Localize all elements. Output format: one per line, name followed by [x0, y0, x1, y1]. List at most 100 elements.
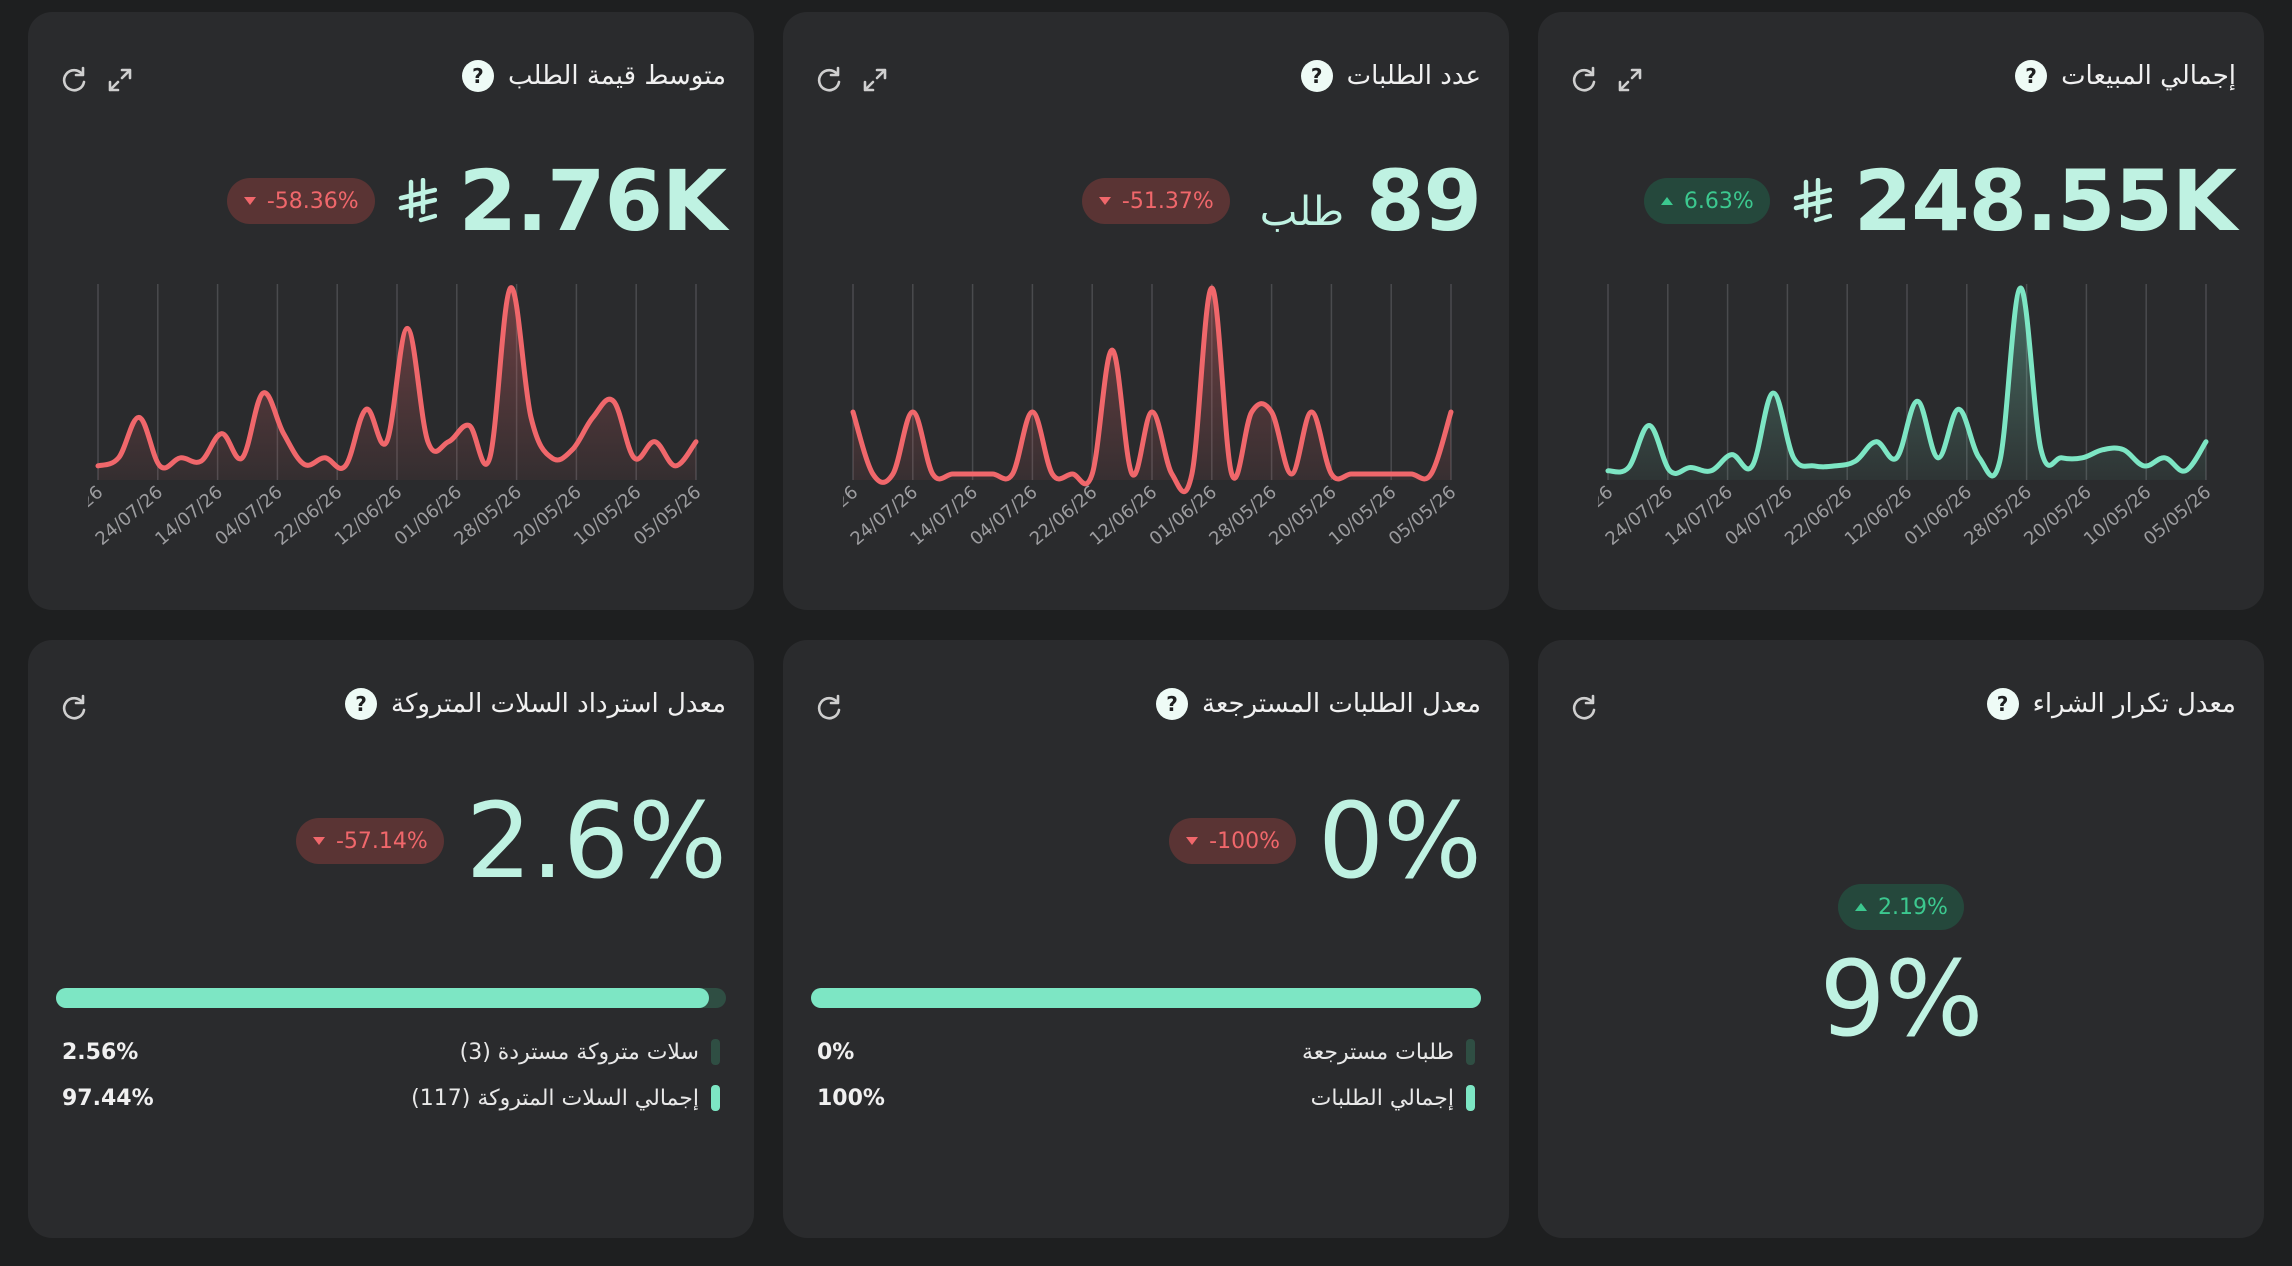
series-line: [95, 285, 699, 471]
caret-up-icon: [1660, 197, 1673, 205]
caret-down-icon: [312, 837, 325, 845]
progress-fill: [811, 988, 1481, 1008]
change-badge: -51.37%: [1081, 178, 1230, 224]
metric-row: 2.76K -58.36%: [226, 152, 727, 250]
x-tick-label: 05/05/26: [630, 482, 705, 550]
legend-row: 97.44% إجمالي السلات المتروكة (117): [62, 1081, 720, 1115]
change-value: 2.19%: [1878, 894, 1948, 920]
card-abandoned-carts: معدل استرداد السلات المتروكة ? 2.6% -57.…: [28, 640, 754, 1238]
change-badge: 6.63%: [1643, 178, 1770, 224]
card-returned-orders: معدل الطلبات المسترجعة ? 0% -100% 0% طلب…: [783, 640, 1509, 1238]
legend-label: إجمالي الطلبات: [1310, 1085, 1454, 1111]
metric-center: 2.19% 9%: [1538, 884, 2264, 1060]
card-header: معدل الطلبات المسترجعة ?: [1156, 688, 1481, 720]
progress-fill: [56, 988, 709, 1008]
legend-label: إجمالي السلات المتروكة (117): [411, 1085, 699, 1111]
change-value: -100%: [1209, 828, 1280, 854]
refresh-icon[interactable]: [58, 64, 90, 96]
caret-down-icon: [1186, 837, 1199, 845]
card-orders-count: عدد الطلبات ? 89 طلب -51.37% 30/07/26 24/…: [783, 12, 1509, 610]
metric-value: 248.55K: [1853, 152, 2237, 250]
card-header: معدل تكرار الشراء ?: [1986, 688, 2236, 720]
legend-percent: 97.44%: [62, 1085, 154, 1111]
card-total-sales: إجمالي المبيعات ? 248.55K 6.63% 30/07/26…: [1538, 12, 2264, 610]
card-tools: [1568, 692, 1600, 724]
legend-percent: 0%: [817, 1039, 855, 1065]
x-tick-label: 05/05/26: [1385, 482, 1460, 550]
change-badge: -57.14%: [295, 818, 444, 864]
legend-swatch: [1466, 1085, 1475, 1111]
change-badge: -100%: [1169, 818, 1296, 864]
help-icon[interactable]: ?: [461, 60, 494, 92]
orders-count-chart: 30/07/2624/07/2614/07/2604/07/2622/06/26…: [843, 284, 1460, 550]
refresh-icon[interactable]: [1568, 692, 1600, 724]
metric-unit: طلب: [1259, 189, 1345, 235]
total-sales-chart: 30/07/2624/07/2614/07/2604/07/2622/06/26…: [1598, 284, 2215, 550]
card-tools: [58, 64, 136, 96]
metric-value: 0%: [1318, 780, 1482, 902]
legend-swatch: [711, 1085, 720, 1111]
card-title: معدل الطلبات المسترجعة: [1202, 689, 1481, 719]
caret-down-icon: [243, 197, 256, 205]
avg-order-value-chart: 30/07/2624/07/2614/07/2604/07/2622/06/26…: [88, 284, 705, 550]
progress-bar: [56, 988, 726, 1008]
series-area: [853, 288, 1451, 492]
metric-value: 2.6%: [465, 780, 727, 902]
card-tools: [813, 692, 845, 724]
legend-swatch: [1466, 1039, 1475, 1065]
refresh-icon[interactable]: [813, 692, 845, 724]
progress-bar: [811, 988, 1481, 1008]
legend-percent: 100%: [817, 1085, 885, 1111]
legend-row: 0% طلبات مسترجعة: [817, 1035, 1475, 1069]
card-avg-order-value: متوسط قيمة الطلب ? 2.76K -58.36% 30/07/2…: [28, 12, 754, 610]
series-line: [850, 285, 1454, 494]
metric-value: 9%: [1819, 938, 1984, 1060]
legend-row: 2.56% سلات متروكة مستردة (3): [62, 1035, 720, 1069]
card-header: إجمالي المبيعات ?: [2015, 60, 2236, 92]
x-tick-label: 05/05/26: [2140, 482, 2215, 550]
metric-value: 2.76K: [458, 152, 727, 250]
card-header: عدد الطلبات ?: [1300, 60, 1481, 92]
metric-row: 89 طلب -51.37%: [1081, 152, 1482, 250]
card-title: عدد الطلبات: [1346, 61, 1481, 91]
change-value: -58.36%: [266, 188, 359, 214]
expand-icon[interactable]: [104, 64, 136, 96]
metric-value: 89: [1366, 152, 1482, 250]
change-badge: -58.36%: [226, 178, 375, 224]
help-icon[interactable]: ?: [1156, 688, 1189, 720]
saudi-riyal-icon: [398, 178, 437, 223]
legend-swatch: [711, 1039, 720, 1065]
refresh-icon[interactable]: [58, 692, 90, 724]
change-badge: 2.19%: [1838, 884, 1964, 930]
legend-label: سلات متروكة مستردة (3): [459, 1039, 699, 1065]
card-title: إجمالي المبيعات: [2061, 61, 2236, 91]
metric-row: 248.55K 6.63%: [1643, 152, 2237, 250]
card-repeat-purchase: معدل تكرار الشراء ? 2.19% 9%: [1538, 640, 2264, 1238]
help-icon[interactable]: ?: [345, 688, 378, 720]
change-value: 6.63%: [1683, 188, 1754, 214]
change-value: -51.37%: [1121, 188, 1214, 214]
change-value: -57.14%: [335, 828, 428, 854]
card-tools: [1568, 64, 1646, 96]
help-icon[interactable]: ?: [2015, 60, 2048, 92]
metric-row: 0% -100%: [1169, 780, 1482, 902]
expand-icon[interactable]: [1614, 64, 1646, 96]
caret-down-icon: [1098, 197, 1111, 205]
legend-row: 100% إجمالي الطلبات: [817, 1081, 1475, 1115]
refresh-icon[interactable]: [1568, 64, 1600, 96]
series-line: [1605, 285, 2209, 479]
card-title: معدل تكرار الشراء: [2032, 689, 2236, 719]
help-icon[interactable]: ?: [1986, 688, 2019, 720]
caret-up-icon: [1855, 903, 1868, 911]
legend-label: طلبات مسترجعة: [1301, 1039, 1454, 1065]
legend-percent: 2.56%: [62, 1039, 139, 1065]
metric-row: 2.6% -57.14%: [295, 780, 727, 902]
series-area: [1608, 287, 2206, 480]
card-title: متوسط قيمة الطلب: [507, 61, 726, 91]
expand-icon[interactable]: [859, 64, 891, 96]
card-tools: [58, 692, 90, 724]
refresh-icon[interactable]: [813, 64, 845, 96]
card-header: معدل استرداد السلات المتروكة ?: [345, 688, 726, 720]
card-tools: [813, 64, 891, 96]
help-icon[interactable]: ?: [1300, 60, 1333, 92]
